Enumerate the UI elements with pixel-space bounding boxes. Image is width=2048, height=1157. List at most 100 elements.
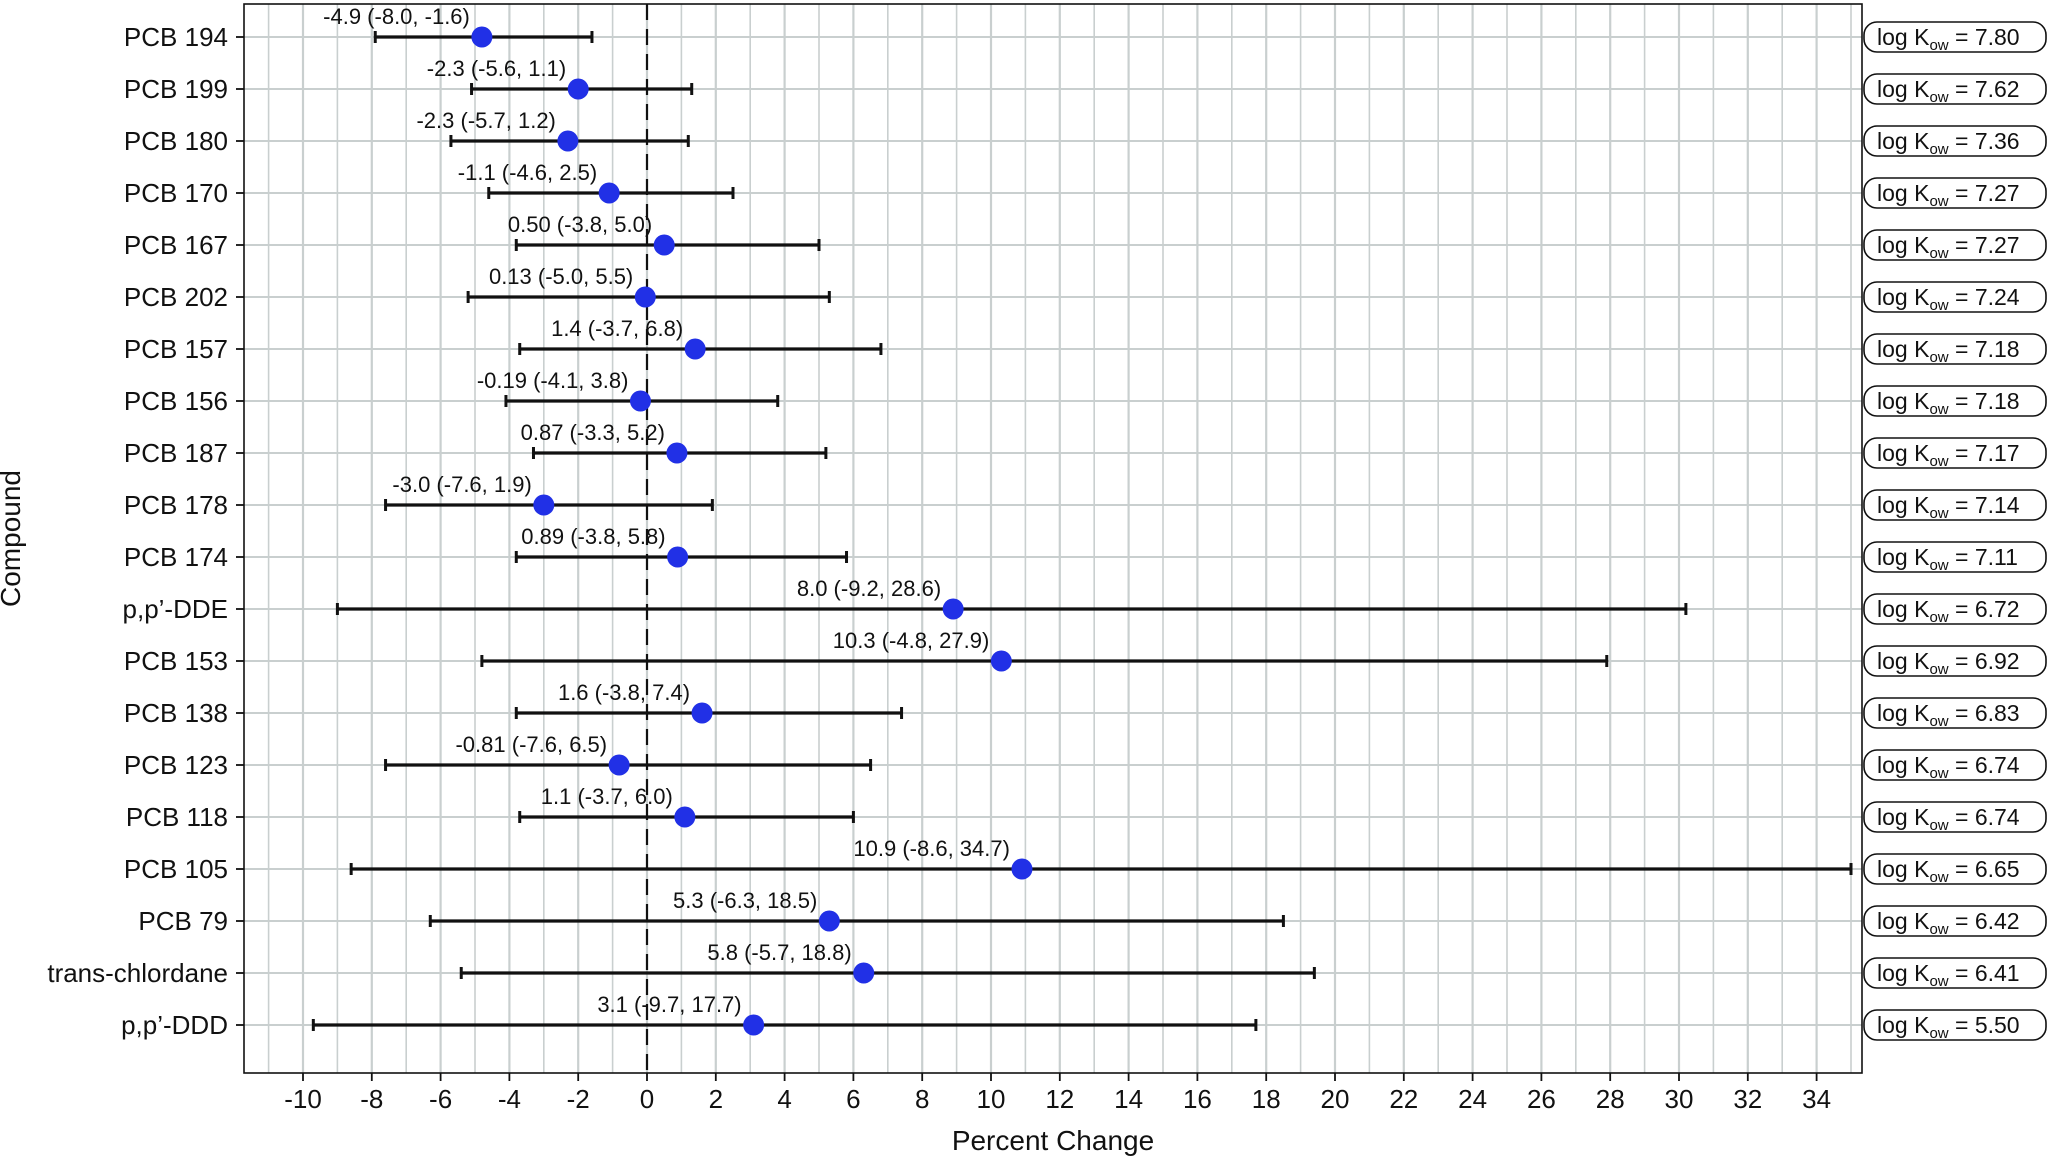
- kow-value: = 7.24: [1949, 284, 2020, 310]
- kow-value: = 7.62: [1949, 76, 2020, 102]
- kow-subscript: ow: [1929, 141, 1948, 158]
- kow-label-box: [1863, 645, 2047, 677]
- kow-label-box: [1863, 593, 2047, 625]
- kow-label-box: [1863, 801, 2047, 833]
- x-tick-label: -6: [429, 1084, 452, 1114]
- kow-subscript: ow: [1929, 661, 1948, 678]
- compound-label: PCB 105: [124, 854, 228, 884]
- kow-label-box: [1863, 905, 2047, 937]
- compound-label: PCB 202: [124, 282, 228, 312]
- kow-label-text: log Kow = 6.72: [1877, 596, 2020, 626]
- kow-value: = 6.65: [1949, 856, 2020, 882]
- estimate-label: 8.0 (-9.2, 28.6): [797, 576, 941, 601]
- kow-subscript: ow: [1929, 89, 1948, 106]
- x-tick-label: 8: [915, 1084, 929, 1114]
- kow-subscript: ow: [1929, 973, 1948, 990]
- kow-label-text: log Kow = 7.36: [1877, 128, 2020, 158]
- plot-panel-border: [243, 3, 1863, 1074]
- kow-value: = 6.74: [1949, 752, 2020, 778]
- kow-prefix: log K: [1877, 24, 1930, 50]
- kow-label-text: log Kow = 7.24: [1877, 284, 2020, 314]
- kow-label-text: log Kow = 6.74: [1877, 752, 2020, 782]
- kow-label-box: [1863, 177, 2047, 209]
- plot-panel-background: [244, 4, 1862, 1073]
- x-axis-title: Percent Change: [952, 1125, 1154, 1156]
- x-tick-label: 22: [1389, 1084, 1418, 1114]
- kow-value: = 6.92: [1949, 648, 2020, 674]
- estimate-label: 10.9 (-8.6, 34.7): [853, 836, 1010, 861]
- kow-prefix: log K: [1877, 440, 1930, 466]
- x-axis-ticks: -10 -8 -6 -4 -2 0 2 4 6 8 10 12 14 16 18 20 22 24 26 28 30 32…: [284, 1073, 1831, 1114]
- x-tick-label: 18: [1252, 1084, 1281, 1114]
- kow-value: = 7.14: [1949, 492, 2020, 518]
- point-estimate: [743, 1014, 765, 1036]
- kow-value: = 7.17: [1949, 440, 2020, 466]
- kow-label-box: [1863, 489, 2047, 521]
- estimate-label: 1.6 (-3.8, 7.4): [558, 680, 690, 705]
- kow-subscript: ow: [1929, 817, 1948, 834]
- estimate-label: 1.1 (-3.7, 6.0): [541, 784, 673, 809]
- kow-value: = 6.74: [1949, 804, 2020, 830]
- kow-value: = 7.18: [1949, 336, 2020, 362]
- kow-prefix: log K: [1877, 128, 1930, 154]
- kow-value: = 7.27: [1949, 180, 2020, 206]
- kow-value: = 6.72: [1949, 596, 2020, 622]
- kow-subscript: ow: [1929, 713, 1948, 730]
- kow-prefix: log K: [1877, 700, 1930, 726]
- x-tick-label: -10: [284, 1084, 322, 1114]
- x-tick-label: 2: [709, 1084, 723, 1114]
- point-estimate: [634, 286, 656, 308]
- kow-label-box: [1863, 21, 2047, 53]
- x-tick-label: 20: [1321, 1084, 1350, 1114]
- y-axis-title: Compound: [0, 470, 26, 607]
- x-tick-label: -2: [567, 1084, 590, 1114]
- kow-subscript: ow: [1929, 37, 1948, 54]
- compound-label: PCB 170: [124, 178, 228, 208]
- compound-label: PCB 156: [124, 386, 228, 416]
- kow-label-box: [1863, 853, 2047, 885]
- point-estimate: [684, 338, 706, 360]
- kow-label-text: log Kow = 7.14: [1877, 492, 2020, 522]
- kow-value: = 7.27: [1949, 232, 2020, 258]
- point-estimate: [691, 702, 713, 724]
- kow-prefix: log K: [1877, 804, 1930, 830]
- grid-layer: [244, 4, 1862, 1073]
- kow-value: = 7.36: [1949, 128, 2020, 154]
- kow-prefix: log K: [1877, 648, 1930, 674]
- x-tick-label: 26: [1527, 1084, 1556, 1114]
- point-estimate: [598, 182, 620, 204]
- compound-label: PCB 79: [138, 906, 228, 936]
- estimate-label: -2.3 (-5.7, 1.2): [416, 108, 555, 133]
- compound-label: PCB 123: [124, 750, 228, 780]
- kow-label-box: [1863, 333, 2047, 365]
- compound-label: PCB 118: [126, 802, 228, 832]
- kow-label-box: [1863, 125, 2047, 157]
- kow-label-text: log Kow = 6.83: [1877, 700, 2020, 730]
- x-tick-label: 12: [1045, 1084, 1074, 1114]
- kow-label-text: log Kow = 7.11: [1877, 544, 2018, 574]
- kow-label-box: [1863, 73, 2047, 105]
- compound-label: PCB 180: [124, 126, 228, 156]
- kow-prefix: log K: [1877, 960, 1930, 986]
- compound-label: PCB 178: [124, 490, 228, 520]
- kow-label-text: log Kow = 6.41: [1877, 960, 2020, 990]
- kow-subscript: ow: [1929, 401, 1948, 418]
- kow-value: = 6.41: [1949, 960, 2020, 986]
- estimate-label: 0.13 (-5.0, 5.5): [489, 264, 633, 289]
- point-estimate: [653, 234, 675, 256]
- kow-subscript: ow: [1929, 505, 1948, 522]
- kow-label-box: [1863, 541, 2047, 573]
- kow-label-box: [1863, 697, 2047, 729]
- kow-subscript: ow: [1929, 869, 1948, 886]
- kow-prefix: log K: [1877, 596, 1930, 622]
- kow-subscript: ow: [1929, 557, 1948, 574]
- kow-subscript: ow: [1929, 765, 1948, 782]
- point-estimate: [667, 546, 689, 568]
- kow-subscript: ow: [1929, 193, 1948, 210]
- point-estimate: [471, 26, 493, 48]
- point-estimate: [674, 806, 696, 828]
- x-tick-label: 6: [846, 1084, 860, 1114]
- estimate-label: -0.19 (-4.1, 3.8): [477, 368, 629, 393]
